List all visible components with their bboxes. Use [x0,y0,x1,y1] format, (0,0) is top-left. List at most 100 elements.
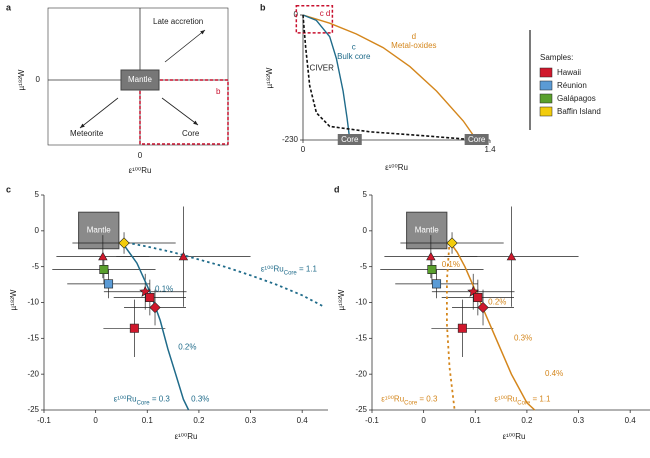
panel-letter: b [260,2,266,12]
legend-label: Hawaii [557,68,581,77]
sample-marker [104,279,114,289]
annotation-part: = 0.3 [417,394,438,403]
mantle-box [406,211,448,250]
x-tick-label: -0.1 [37,416,51,425]
annotation: 0.4% [545,369,563,378]
y-tick-label: -10 [355,298,367,307]
arrow-label: Core [182,129,200,138]
model-curve [121,240,324,307]
y-tick-label: -5 [360,262,368,271]
line-tag: d [412,32,416,41]
x-tick-label: 0.2 [521,416,533,425]
y-tick-label: -15 [355,333,367,342]
sample-marker [427,265,437,275]
core-box [464,134,489,145]
legend-swatch [539,106,553,117]
core-label: Core [468,135,486,144]
sample-marker [432,279,442,289]
sample-marker [129,323,139,333]
sample-marker [149,301,161,314]
annotation-part: 0.1% [442,260,460,269]
annotation-part: 0.2% [488,298,506,307]
x-tick-label: 0.4 [297,416,309,425]
legend-swatch [539,93,553,104]
annotation-part: Core [404,400,418,406]
annotation-part: ε¹⁰⁰Ru [114,394,137,403]
annotation-part: Core [517,400,531,406]
y-tick-label: -15 [27,333,39,342]
x-tick-label: 0.3 [573,416,585,425]
annotation-part: ε¹⁰⁰Ru [494,394,517,403]
sample-marker [477,301,489,314]
x-tick-label: 0 [301,145,306,154]
model-curve [120,241,190,411]
y-tick-label: 5 [363,190,368,199]
x-tick-label: -0.1 [365,416,379,425]
x-tick-label: 0.4 [625,416,637,425]
y-tick-label: -10 [27,298,39,307]
zoom-label: b [216,87,221,96]
legend-swatch [539,67,553,78]
mantle-label: Mantle [128,75,153,84]
x-tick-label: 0.2 [193,416,205,425]
legend-label: Baffin Island [557,107,601,116]
sample-marker [178,251,189,261]
y-tick-label: -20 [27,369,39,378]
x-axis-label: ε¹⁰⁰Ru [503,432,526,441]
zoom-box [295,5,334,34]
sample-marker [467,285,480,297]
core-box [337,134,362,145]
sample-marker [473,292,483,302]
arrow [161,97,199,126]
annotation-part: = 1.1 [530,394,551,403]
sample-marker [99,265,109,275]
arrow [79,97,119,129]
annotation-part: = 1.1 [297,265,318,274]
arrow-head [193,120,198,125]
x-axis-label: ε¹⁰⁰Ru [385,163,408,172]
line-label: Bulk core [337,52,371,61]
y-tick-label: 0 [363,226,368,235]
legend-swatch [539,80,553,91]
mantle-label: Mantle [415,226,440,235]
legend-label: Réunion [557,81,587,90]
sample-marker [506,251,517,261]
x-tick-label: 0.1 [142,416,154,425]
line-tag: c [352,43,356,52]
annotation-part: Core [137,400,151,406]
x-tick-label: 0 [93,416,98,425]
y-tick-label: -5 [32,262,40,271]
annotation-part: 0.4% [545,369,563,378]
arrow-label: Meteorite [70,129,104,138]
annotation: 0.3% [191,394,209,403]
mantle-box [78,211,120,250]
zoom-label: c d [320,9,331,18]
y-axis-label: µ¹⁸²W [9,289,18,310]
annotation-part: 0.3% [514,333,532,342]
line-label: CIVER [309,63,334,72]
annotation: 0.1% [442,260,460,269]
frame [47,7,229,146]
annotation-part: Core [284,270,298,276]
mantle-label: Mantle [87,226,112,235]
annotation: 0.1% [155,285,173,294]
model-curve [446,241,456,411]
annotation: ε¹⁰⁰RuCore = 1.1 [494,394,551,405]
mantle-box [120,69,160,91]
annotation: 0.2% [178,343,196,352]
annotation: 0.3% [514,333,532,342]
x-tick-label: 0.3 [245,416,257,425]
y-tick-label: -20 [355,369,367,378]
sample-marker [139,285,152,297]
axes [302,15,490,141]
core-label: Core [341,135,359,144]
legend-label: Galápagos [557,94,596,103]
annotation-part: ε¹⁰⁰Ru [261,265,284,274]
y-tick-label: 0 [36,75,41,84]
y-tick-label: -25 [355,405,367,414]
x-axis-label: ε¹⁰⁰Ru [175,432,198,441]
model-line [302,14,477,141]
annotation-part: 0.2% [178,343,196,352]
annotation: ε¹⁰⁰RuCore = 0.3 [114,394,171,405]
